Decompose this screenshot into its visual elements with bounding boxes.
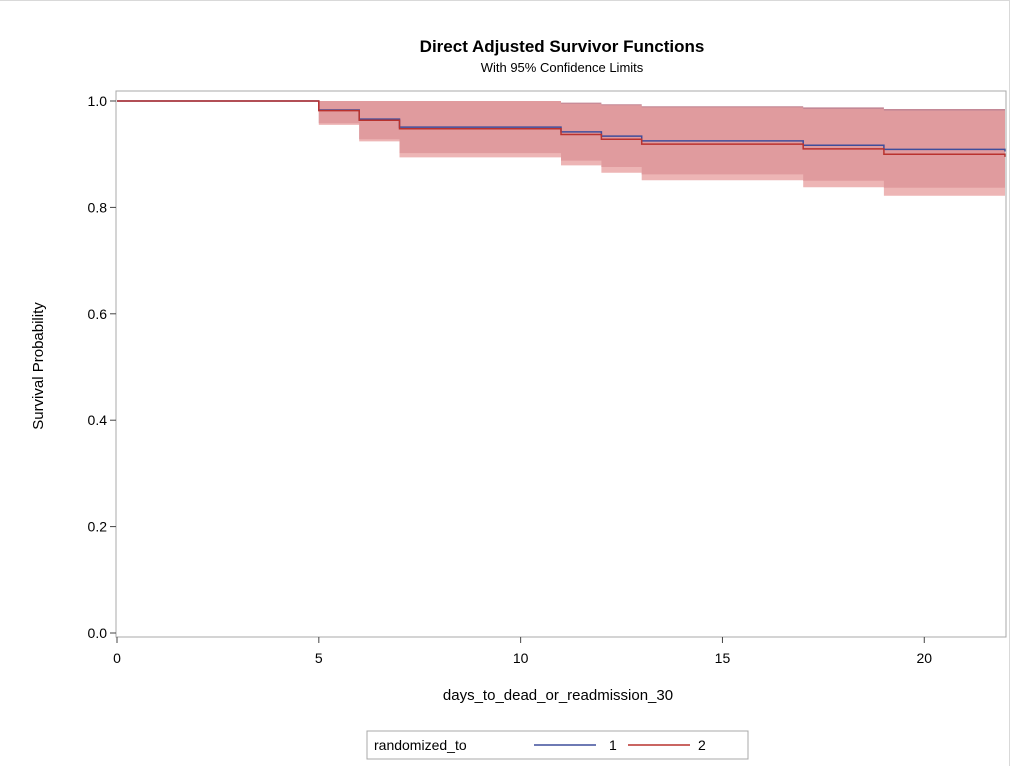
legend-title: randomized_to: [374, 737, 467, 753]
y-tick-label: 0.6: [88, 306, 108, 322]
confidence-band-series-2: [117, 101, 1005, 200]
legend-label-series-1: 1: [609, 737, 617, 753]
survival-line-series-2: [117, 100, 1006, 157]
legend: randomized_to 1 2: [366, 730, 749, 760]
chart-subtitle: With 95% Confidence Limits: [481, 60, 644, 75]
confidence-bands: [117, 101, 1005, 200]
survival-lines: [117, 100, 1006, 157]
y-tick-label: 0.8: [88, 199, 108, 215]
y-tick-label: 0.2: [88, 519, 108, 535]
x-tick-label: 5: [315, 650, 323, 666]
x-tick-label: 0: [113, 650, 121, 666]
x-axis-label: days_to_dead_or_readmission_30: [443, 687, 673, 704]
y-axis-label: Survival Probability: [30, 302, 47, 430]
y-axis: 0.0 0.2 0.4 0.6 0.8 1.0: [88, 93, 116, 641]
y-tick-label: 0.4: [88, 412, 108, 428]
x-tick-label: 10: [513, 650, 529, 666]
plot-area-frame: [115, 90, 1007, 638]
x-tick-label: 15: [715, 650, 731, 666]
y-tick-label: 1.0: [88, 93, 108, 109]
legend-label-series-2: 2: [698, 737, 706, 753]
y-tick-label: 0.0: [88, 625, 108, 641]
x-axis: 0 5 10 15 20: [113, 637, 932, 666]
x-tick-label: 20: [916, 650, 932, 666]
chart-title: Direct Adjusted Survivor Functions: [420, 37, 705, 56]
